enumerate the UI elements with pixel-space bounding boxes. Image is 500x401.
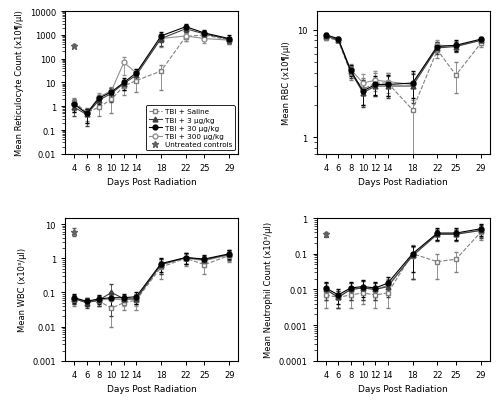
Legend: TBI + Saline, TBI + 3 µg/kg, TBI + 30 µg/kg, TBI + 300 µg/kg, Untreated controls: TBI + Saline, TBI + 3 µg/kg, TBI + 30 µg…	[146, 106, 235, 151]
X-axis label: Days Post Radiation: Days Post Radiation	[358, 385, 448, 393]
Y-axis label: Mean Reticulocyte Count (x10¶/µl): Mean Reticulocyte Count (x10¶/µl)	[15, 10, 24, 156]
X-axis label: Days Post Radiation: Days Post Radiation	[107, 178, 196, 187]
X-axis label: Days Post Radiation: Days Post Radiation	[358, 178, 448, 187]
Y-axis label: Mean Neutrophil Count (x10³/µl): Mean Neutrophil Count (x10³/µl)	[264, 222, 273, 358]
X-axis label: Days Post Radiation: Days Post Radiation	[107, 385, 196, 393]
Y-axis label: Mean RBC (x10¶/µl): Mean RBC (x10¶/µl)	[282, 41, 292, 125]
Y-axis label: Mean WBC (x10³/µl): Mean WBC (x10³/µl)	[18, 248, 27, 332]
